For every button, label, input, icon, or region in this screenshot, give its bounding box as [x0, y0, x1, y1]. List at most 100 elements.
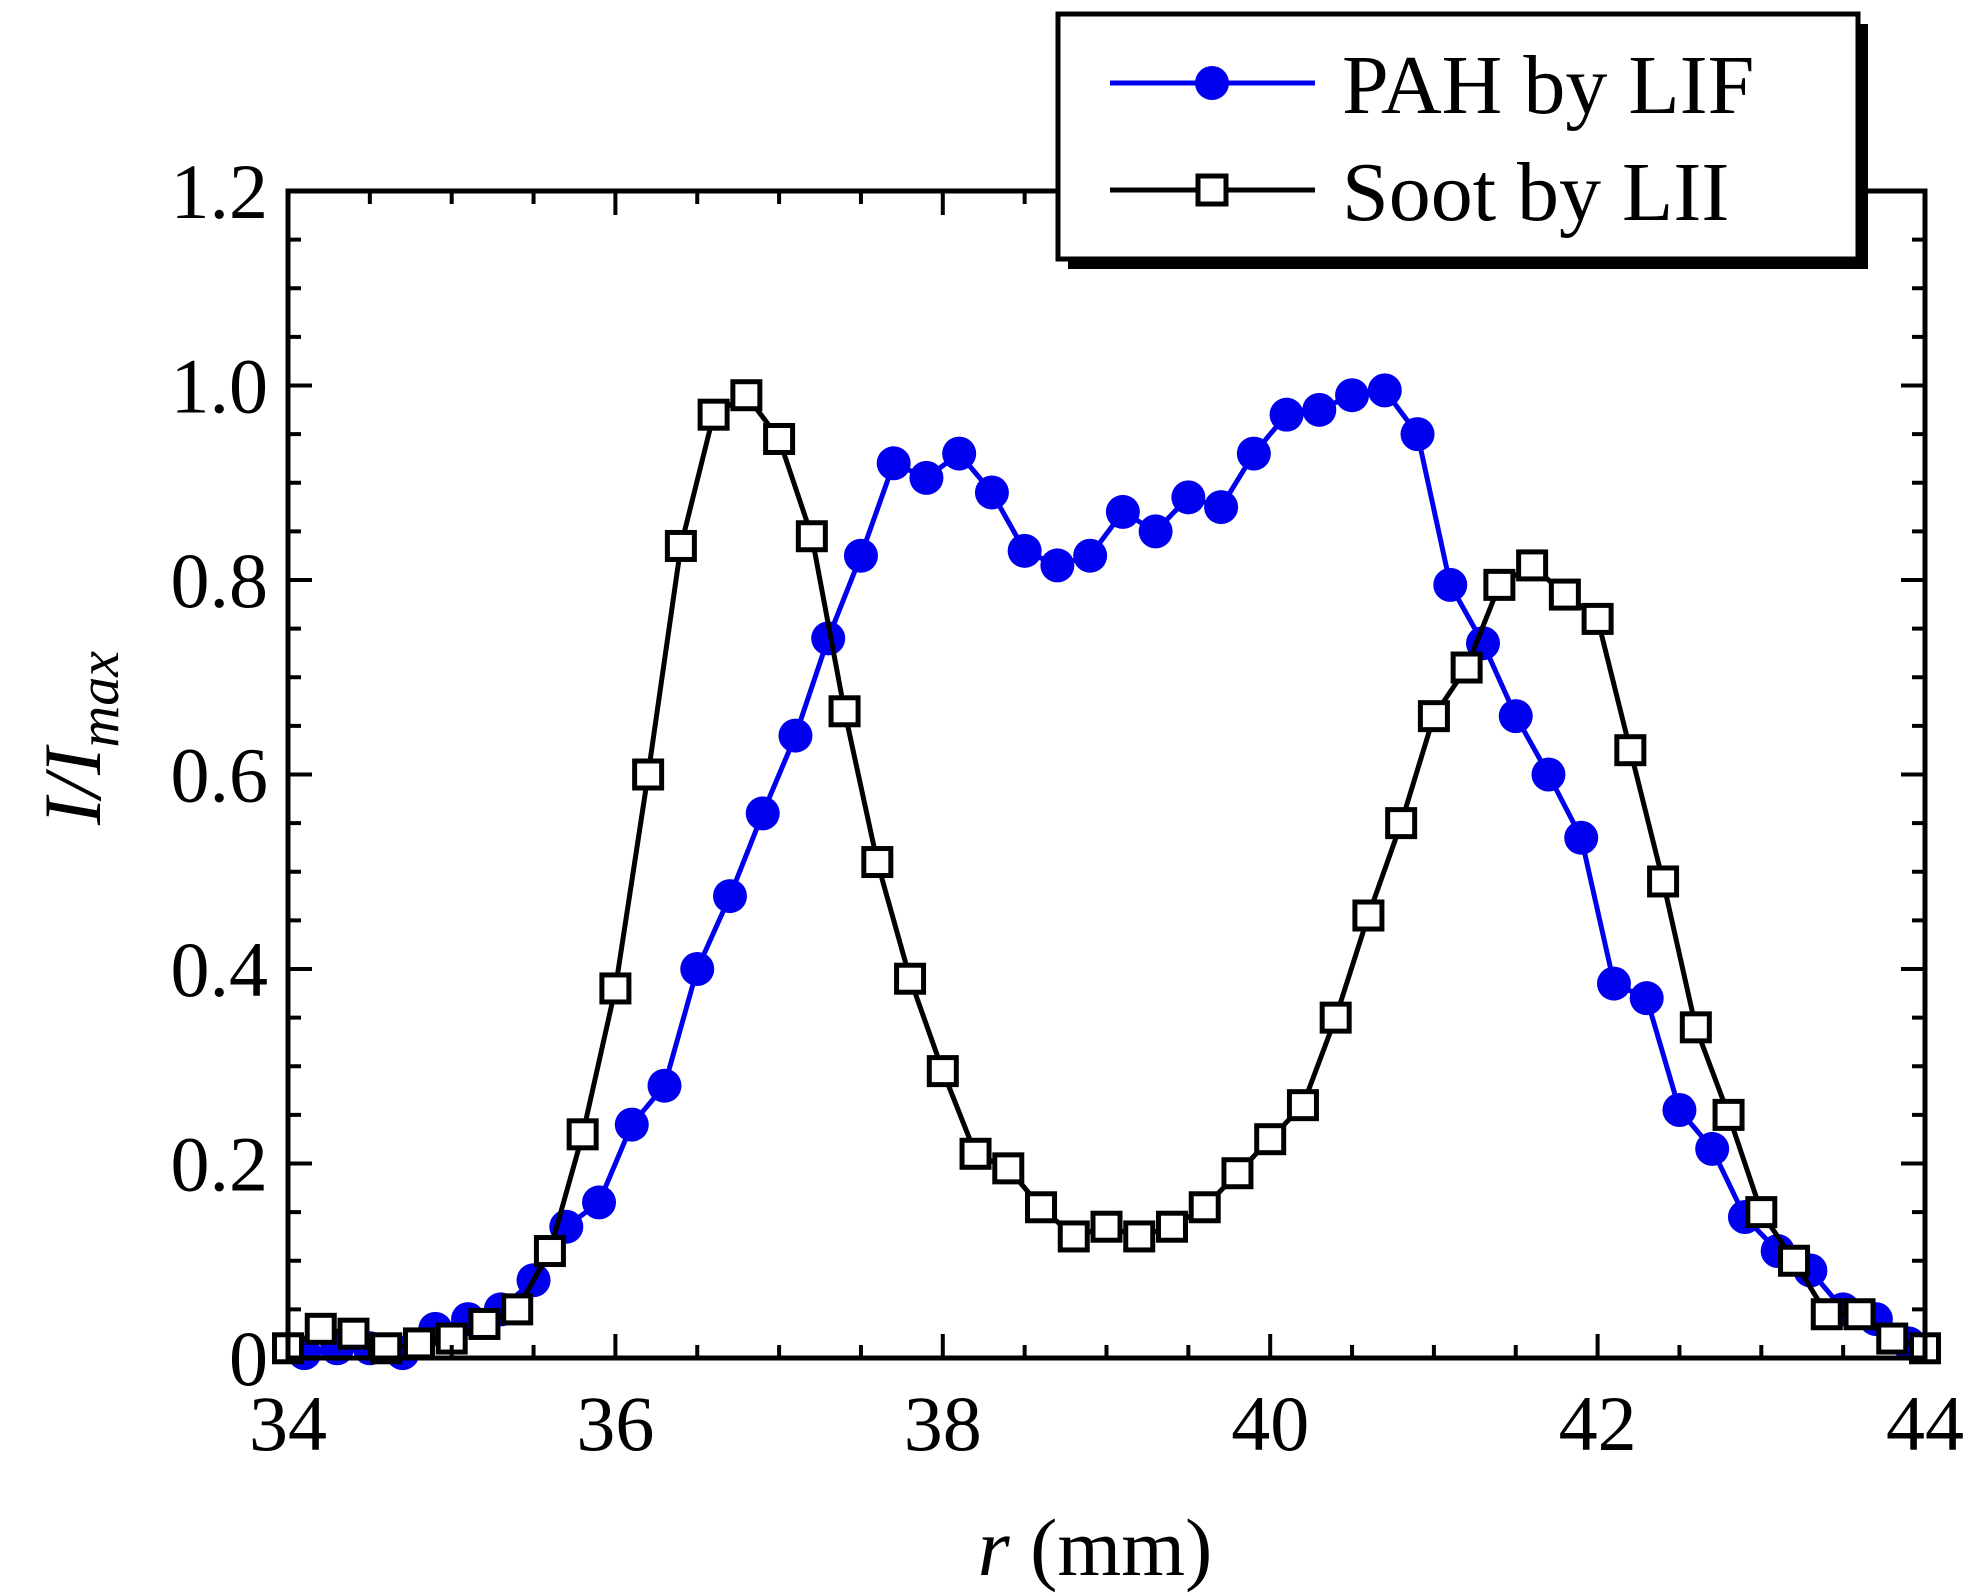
data-point: [632, 758, 665, 791]
legend: PAH by LIF Soot by LII: [1055, 11, 1868, 269]
data-point: [680, 952, 715, 986]
data-point: [1286, 1089, 1319, 1122]
y-tick-label: 0: [229, 1315, 268, 1402]
data-point: [1319, 1001, 1352, 1034]
y-axis-label: I/Imax: [27, 651, 131, 826]
data-point: [811, 621, 846, 656]
data-point: [1367, 373, 1402, 408]
data-point: [1629, 981, 1664, 1016]
data-point: [1745, 1196, 1778, 1229]
data-point: [909, 460, 944, 495]
data-point: [1483, 568, 1516, 601]
legend-entry: Soot by LII: [1110, 146, 1729, 239]
data-point: [1843, 1298, 1876, 1331]
data-point: [1498, 699, 1533, 734]
x-tick-label: 44: [1886, 1380, 1964, 1467]
data-point: [1712, 1098, 1745, 1131]
x-axis-unit: (mm): [1010, 1502, 1213, 1593]
data-point: [1221, 1157, 1254, 1190]
series-2: [272, 379, 1941, 1365]
data-point: [1385, 807, 1418, 840]
legend-box: [1055, 11, 1861, 262]
data-point: [664, 529, 697, 562]
data-point: [614, 1107, 649, 1142]
data-point: [1040, 548, 1075, 583]
data-point: [795, 520, 828, 553]
data-point: [828, 695, 861, 728]
data-point: [712, 879, 747, 914]
data-point: [533, 1235, 566, 1268]
y-tick-label: 0.8: [171, 537, 269, 624]
data-point: [1007, 533, 1042, 568]
data-point: [1090, 1210, 1123, 1243]
series-line: [286, 392, 1926, 1351]
data-point: [1352, 899, 1385, 932]
data-point: [1679, 1011, 1712, 1044]
data-point: [468, 1307, 501, 1340]
data-point: [1516, 549, 1549, 582]
y-tick-label: 1.0: [171, 343, 269, 430]
legend-label: Soot by LII: [1342, 146, 1729, 239]
data-point: [1433, 567, 1468, 602]
legend-entries: PAH by LIF Soot by LII: [1110, 39, 1754, 239]
plot-frame: [285, 188, 1928, 1361]
x-axis-label: r (mm): [978, 1502, 1213, 1593]
data-point: [1335, 378, 1370, 413]
data-point: [1876, 1322, 1909, 1355]
data-point: [1450, 651, 1483, 684]
data-point: [974, 475, 1009, 510]
data-point: [582, 1185, 617, 1220]
data-point: [1531, 757, 1566, 792]
legend-entry: PAH by LIF: [1110, 39, 1754, 132]
x-tick-label: 40: [1231, 1380, 1309, 1467]
y-tick-label: 0.2: [171, 1121, 269, 1208]
data-point: [778, 718, 813, 753]
data-point: [337, 1317, 370, 1350]
ticks-layer: [286, 189, 1927, 1360]
data-point: [942, 436, 977, 471]
data-point: [304, 1312, 337, 1345]
data-point: [861, 846, 894, 879]
data-point: [763, 422, 796, 455]
data-point: [1548, 578, 1581, 611]
data-point: [1695, 1131, 1730, 1166]
legend-label: PAH by LIF: [1342, 39, 1754, 132]
series-layer: [272, 373, 1941, 1371]
data-point: [1614, 734, 1647, 767]
data-point: [1400, 417, 1435, 452]
x-tick-label: 42: [1559, 1380, 1637, 1467]
data-point: [959, 1137, 992, 1170]
data-point: [599, 972, 632, 1005]
legend-marker: [1195, 66, 1229, 100]
y-tick-label: 0.4: [171, 926, 269, 1013]
x-tick-label: 36: [576, 1380, 654, 1467]
data-point: [926, 1055, 959, 1088]
data-point: [1236, 436, 1271, 471]
data-point: [1057, 1220, 1090, 1253]
x-tick-label: 38: [904, 1380, 982, 1467]
data-point: [1581, 602, 1614, 635]
x-axis-variable: r: [978, 1502, 1011, 1593]
data-point: [745, 796, 780, 831]
data-point: [1138, 514, 1173, 549]
data-point: [1073, 538, 1108, 573]
data-point: [1105, 494, 1140, 529]
data-point: [992, 1152, 1025, 1185]
y-axis-subscript: max: [66, 651, 131, 748]
data-point: [1302, 392, 1337, 427]
data-point: [876, 446, 911, 481]
data-point: [1025, 1191, 1058, 1224]
data-point: [1778, 1244, 1811, 1277]
data-point: [697, 398, 730, 431]
data-point: [1188, 1191, 1221, 1224]
legend-marker: [1195, 173, 1229, 207]
y-tick-label: 1.2: [171, 148, 269, 235]
data-point: [1662, 1093, 1697, 1128]
data-point: [1269, 397, 1304, 432]
data-point: [501, 1293, 534, 1326]
data-point: [730, 379, 763, 412]
data-point: [1171, 480, 1206, 515]
data-point: [1417, 700, 1450, 733]
data-point: [647, 1068, 682, 1103]
